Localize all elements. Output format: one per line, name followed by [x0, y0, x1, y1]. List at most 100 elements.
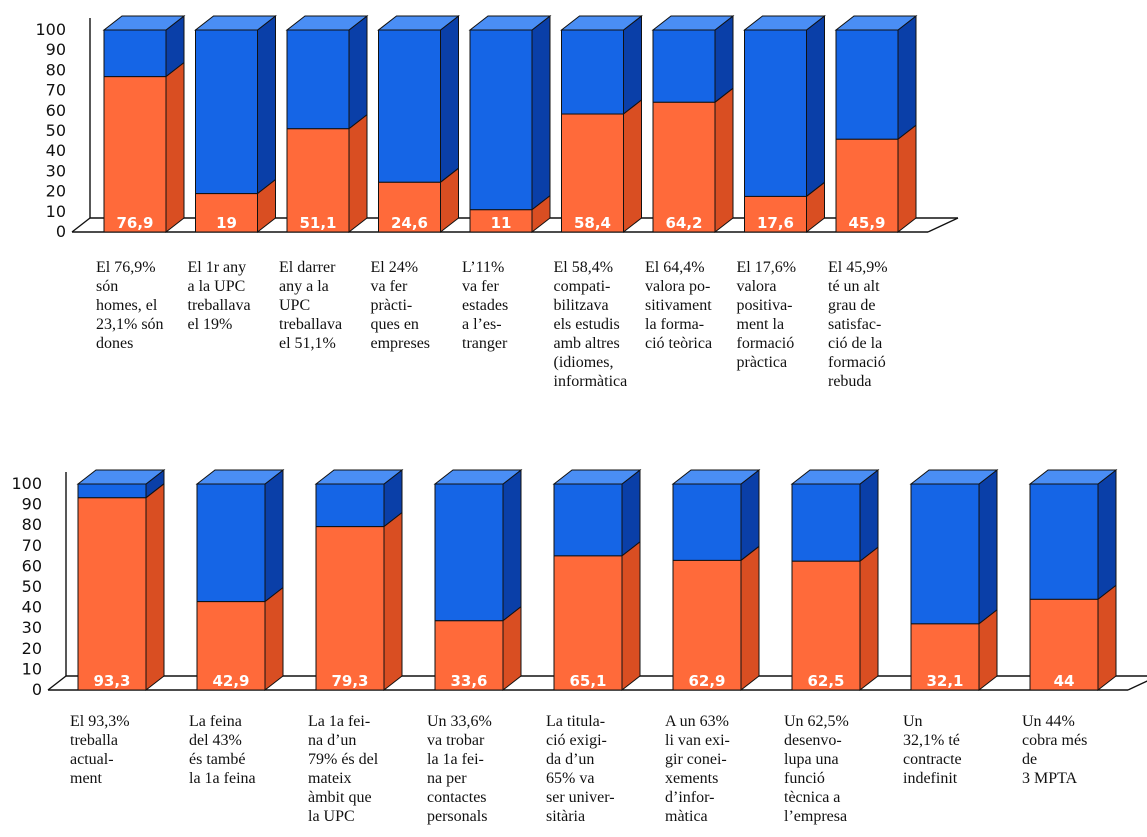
y-tick-label: 20 — [46, 182, 66, 201]
bar-blue-side — [440, 14, 459, 184]
value-label: 79,3 — [331, 672, 368, 690]
caption-line: va trobar — [427, 732, 485, 749]
bar-orange-segment — [652, 101, 716, 233]
bar-blue-side — [806, 14, 825, 198]
bar-orange-side — [859, 546, 879, 692]
category-caption: El 76,9% són homes, el 23,1% són dones — [96, 259, 164, 352]
bar-orange-side — [257, 178, 276, 234]
bar-orange-segment — [791, 560, 861, 691]
caption-line: formació — [737, 335, 795, 352]
bar-orange-side — [806, 181, 825, 234]
caption-line: homes, el — [96, 297, 158, 314]
caption-line: La feina — [189, 713, 242, 730]
bar-top-face — [377, 15, 460, 31]
caption-line: ció de la — [828, 335, 882, 352]
bar-1: 76,9 — [102, 14, 186, 234]
bar-blue-segment — [77, 483, 147, 499]
bar-blue-side — [348, 14, 368, 130]
bar-blue-segment — [561, 29, 624, 115]
caption-line: compati- — [554, 278, 611, 295]
bar-blue-segment — [103, 29, 167, 78]
caption-line: personals — [427, 808, 487, 825]
caption-line: cobra més — [1022, 732, 1087, 749]
caption-line: l’empresa — [784, 808, 847, 825]
bar-blue-side — [1097, 468, 1117, 601]
caption-line: ques en — [371, 316, 419, 333]
bar-orange-segment — [196, 601, 266, 691]
bar-orange-side — [348, 113, 368, 234]
caption-line: d’infor- — [665, 789, 714, 806]
caption-line: funció — [784, 770, 825, 787]
caption-line: la 1a fei- — [427, 751, 484, 768]
bar-blue-segment — [196, 483, 266, 603]
caption-line: El 24% — [371, 259, 419, 276]
y-tick-label: 80 — [22, 515, 42, 534]
category-caption: La titula-ció exigi-da d’un 65% va ser uni… — [546, 713, 615, 825]
y-tick-label: 50 — [46, 121, 66, 140]
caption-line: El 45,9% — [828, 259, 888, 276]
caption-line: Un 33,6% — [427, 713, 492, 730]
caption-line: li van exi- — [665, 732, 730, 749]
value-label: 51,1 — [299, 214, 336, 232]
bar-top-face — [743, 15, 826, 31]
caption-line: UPC — [279, 297, 310, 314]
bar-blue-segment — [835, 29, 899, 140]
caption-line: lupa una — [784, 751, 839, 768]
caption-line: pràctica — [737, 354, 788, 371]
bar-orange-segment — [1029, 598, 1099, 691]
caption-line: la 1a feina — [189, 770, 256, 787]
bar-blue-side — [531, 14, 551, 211]
caption-line: el 19% — [188, 316, 233, 333]
bar-blue-side — [859, 468, 879, 563]
caption-line: 79% és del — [308, 751, 379, 768]
caption-line: treballava — [188, 297, 251, 314]
bar-blue-side — [257, 14, 276, 195]
bar-blue-side — [621, 468, 641, 557]
bar-blue-side — [623, 14, 642, 116]
bar-orange-side — [165, 61, 185, 234]
caption-line: empreses — [371, 335, 431, 352]
caption-line: treballa — [70, 732, 118, 749]
bar-top-face — [195, 469, 285, 485]
bar-blue-segment — [286, 29, 350, 130]
value-label: 33,6 — [450, 672, 487, 690]
caption-line: la forma- — [645, 316, 704, 333]
bar-top-face — [560, 15, 643, 31]
bar-blue-segment — [744, 29, 807, 197]
caption-line: a la UPC — [188, 278, 246, 295]
caption-line: La titula- — [546, 713, 605, 730]
caption-line: na d’un — [308, 732, 356, 749]
bar-5: 11 — [468, 14, 552, 234]
y-tick-label: 60 — [46, 101, 66, 120]
category-caption: A un 63% li van exi-gir conei-xements d’in… — [665, 713, 730, 825]
bar-orange-segment — [434, 620, 504, 691]
caption-line: positiva- — [737, 297, 793, 314]
bar-orange-segment — [835, 138, 899, 233]
category-caption: El darrer any a la UPC treballava el 51,1% — [279, 259, 342, 352]
bar-blue-segment — [434, 483, 504, 622]
bar-4: 33,6 — [433, 468, 523, 692]
caption-line: àmbit que — [308, 789, 372, 806]
caption-line: El 93,3% — [70, 713, 130, 730]
caption-line: és també — [189, 751, 245, 768]
caption-line: valora — [737, 278, 777, 295]
caption-line: El 64,4% — [645, 259, 705, 276]
bar-orange-segment — [378, 181, 441, 233]
bar-5: 65,1 — [552, 468, 642, 692]
bar-orange-side — [440, 167, 459, 234]
y-tick-label: 80 — [46, 60, 66, 79]
caption-line: va fer — [462, 278, 500, 295]
bar-blue-segment — [195, 29, 258, 195]
value-label: 62,9 — [688, 672, 725, 690]
value-label: 93,3 — [93, 672, 130, 690]
value-label: 11 — [491, 214, 512, 232]
caption-line: el 51,1% — [279, 335, 336, 352]
bar-top-face — [314, 469, 404, 485]
bar-orange-side — [145, 482, 165, 692]
bar-blue-side — [264, 468, 284, 603]
caption-line: té un alt — [828, 278, 880, 295]
bar-9: 44 — [1028, 468, 1118, 692]
